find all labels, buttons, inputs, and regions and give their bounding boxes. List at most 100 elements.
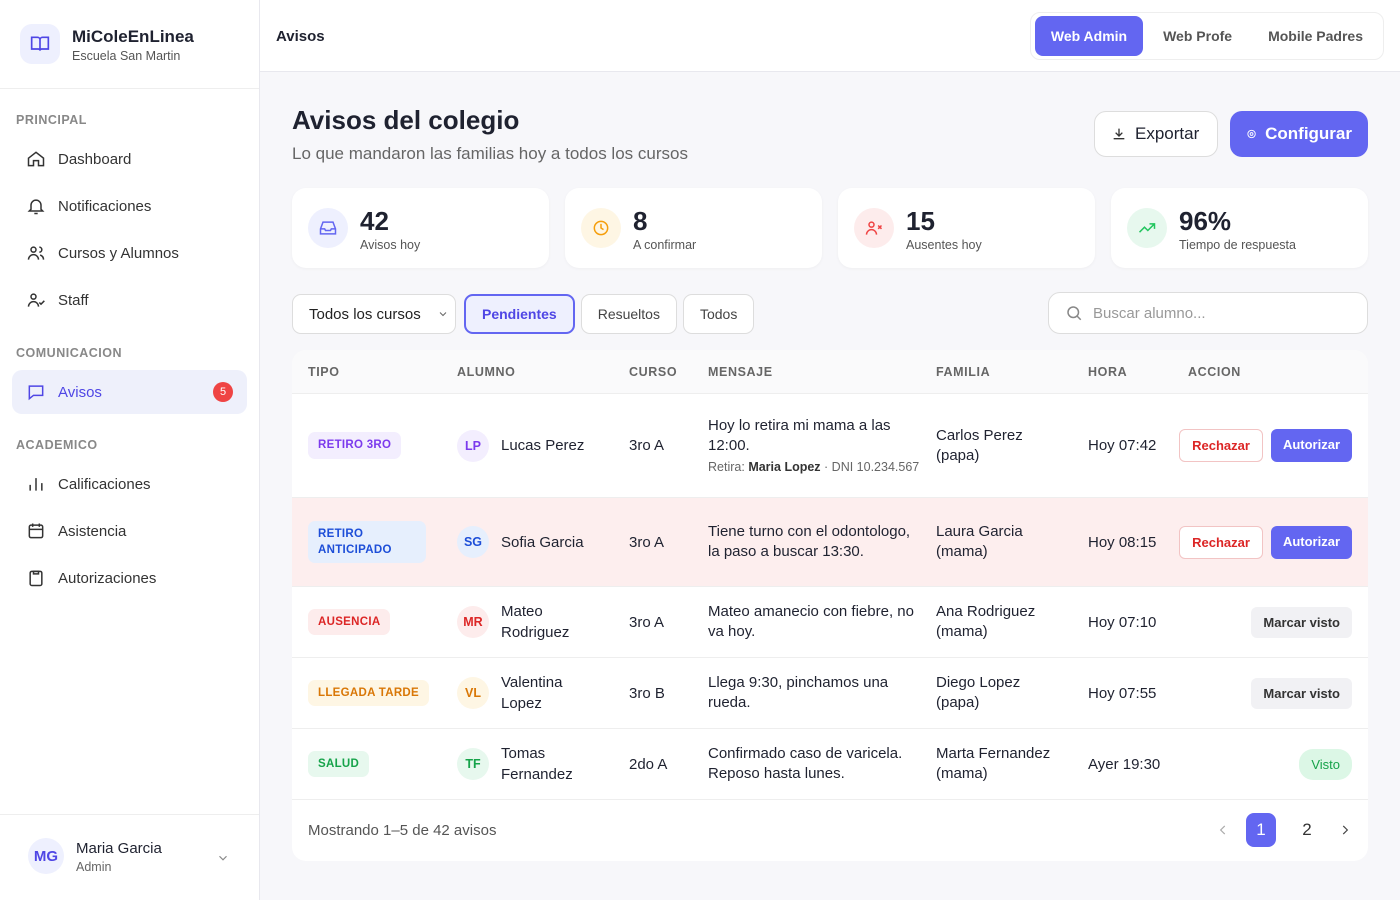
message-text: Confirmado caso de varicela. Reposo hast…: [708, 745, 903, 782]
family-cell: Laura Garcia (mama): [936, 523, 1023, 560]
nav-icon: [27, 199, 45, 215]
configure-label: Configurar: [1265, 124, 1352, 143]
action-button[interactable]: Rechazar: [1179, 429, 1263, 462]
nav-item[interactable]: Calificaciones: [12, 462, 247, 506]
view-tab[interactable]: Mobile Padres: [1268, 28, 1363, 44]
view-tabs: Web Admin Web Profe Mobile Padres: [1029, 12, 1384, 60]
course-label: Todos los cursos: [309, 305, 421, 323]
action-cell: Rechazar Autorizar: [1179, 429, 1368, 462]
view-tab[interactable]: Web Profe: [1163, 28, 1233, 44]
brand-name: MiColeEnLinea: [72, 27, 194, 46]
stat-card: 8 A confirmar: [565, 188, 822, 268]
page-button[interactable]: 2: [1302, 820, 1312, 839]
stat-value: 96%: [1179, 206, 1232, 236]
column-header: HORA: [1088, 364, 1128, 379]
nav-item[interactable]: Autorizaciones: [12, 556, 247, 600]
subheading: Lo que mandaron las familias hoy a todos…: [292, 144, 688, 163]
course-cell: 3ro A: [629, 613, 665, 631]
nav-label: Calificaciones: [58, 475, 151, 493]
nav-label: Staff: [58, 291, 89, 309]
page-arrow[interactable]: [1338, 823, 1352, 837]
message-text: Llega 9:30, pinchamos una rueda.: [708, 674, 889, 711]
stat-card: 15 Ausentes hoy: [838, 188, 1095, 268]
nav-icon: [29, 570, 43, 587]
column-header: ACCION: [1188, 364, 1241, 379]
family-cell: Marta Fernandez (mama): [936, 745, 1051, 782]
action-button[interactable]: Marcar visto: [1251, 677, 1352, 709]
table-footer: Mostrando 1–5 de 42 avisos 1 2: [292, 800, 1368, 860]
pickup-info: Retira: Maria Lopez · DNI 10.234.567: [708, 459, 924, 475]
message-cell: Confirmado caso de varicela. Reposo hast…: [708, 744, 936, 784]
action-cell: Visto: [1188, 748, 1368, 780]
message-text: Hoy lo retira mi mama a las 12:00.: [708, 417, 891, 454]
type-cell: RETIRO ANTICIPADO: [292, 520, 457, 564]
nav-item[interactable]: Staff: [12, 278, 247, 322]
configure-button[interactable]: Configurar: [1230, 111, 1368, 157]
student-avatar: VL: [457, 677, 489, 709]
table-header: TIPO ALUMNO CURSO MENSAJE FAMILIA HORA ACCION: [292, 350, 1368, 394]
stat-card: 96% Tiempo de respuesta: [1111, 188, 1368, 268]
status-tab[interactable]: Todos: [682, 294, 755, 334]
course-select[interactable]: Todos los cursos: [292, 294, 456, 334]
user-menu[interactable]: MG Maria Garcia Admin: [0, 814, 259, 900]
message-cell: Llega 9:30, pinchamos una rueda.: [708, 673, 936, 713]
nav-icon: [27, 293, 45, 307]
export-label: Exportar: [1135, 124, 1200, 143]
message-cell: Mateo amanecio con fiebre, no va hoy.: [708, 602, 936, 642]
export-button[interactable]: Exportar: [1094, 111, 1218, 157]
nav-item[interactable]: Dashboard: [12, 137, 247, 181]
action-cell: Marcar visto: [1188, 677, 1368, 709]
status-tab[interactable]: Resueltos: [580, 294, 677, 334]
status-tab[interactable]: Pendientes: [464, 294, 575, 334]
student-name: Sofia Garcia: [501, 533, 584, 551]
action-cell: Marcar visto: [1188, 606, 1368, 638]
stat-value: 8: [633, 206, 648, 236]
message-cell: Hoy lo retira mi mama a las 12:00. Retira…: [708, 416, 936, 475]
nav-badge: 5: [213, 382, 233, 402]
status-tabs: Pendientes Resueltos Todos: [464, 294, 755, 334]
stat-value: 15: [906, 206, 935, 236]
action-button[interactable]: Marcar visto: [1251, 606, 1352, 638]
showing-text: Mostrando 1–5 de 42 avisos: [308, 821, 497, 839]
user-name: Maria Garcia: [76, 840, 162, 857]
type-cell: RETIRO 3RO: [292, 432, 457, 459]
action-button[interactable]: Autorizar: [1270, 525, 1352, 559]
stat-icon: [1127, 208, 1167, 248]
family-cell: Ana Rodriguez (mama): [936, 603, 1036, 640]
nav-label: Notificaciones: [58, 197, 152, 215]
pickup-dni: · DNI 10.234.567: [824, 460, 920, 474]
table-row: RETIRO 3RO LP Lucas Perez 3ro A Hoy lo retir…: [292, 394, 1368, 498]
search-box[interactable]: Buscar alumno...: [1048, 292, 1368, 334]
section-title: COMUNICACION: [16, 346, 122, 360]
student-name: Valentina Lopez: [501, 674, 563, 712]
student-avatar: MR: [457, 606, 489, 638]
heading: Avisos del colegio: [292, 105, 520, 135]
view-tab[interactable]: Web Admin: [1034, 16, 1144, 56]
action-button[interactable]: Visto: [1299, 748, 1352, 780]
time-cell: Hoy 08:15: [1088, 533, 1157, 551]
type-tag: RETIRO 3RO: [308, 432, 402, 459]
student-name: Mateo Rodriguez: [501, 603, 570, 641]
nav-label: Autorizaciones: [58, 569, 157, 587]
action-button[interactable]: Autorizar: [1270, 429, 1352, 462]
type-tag: SALUD: [308, 750, 370, 778]
course-cell: 3ro A: [629, 437, 665, 454]
column-header: MENSAJE: [708, 364, 773, 379]
nav-item[interactable]: Cursos y Alumnos: [12, 231, 247, 275]
page-arrow[interactable]: [1216, 823, 1230, 837]
notices-table: TIPO ALUMNO CURSO MENSAJE FAMILIA HORA ACCION R…: [292, 350, 1368, 861]
action-button[interactable]: Rechazar: [1179, 525, 1263, 559]
page-button[interactable]: 1: [1246, 813, 1276, 847]
nav-label: Avisos: [58, 383, 102, 401]
nav-icon: [27, 151, 45, 167]
nav-item[interactable]: Notificaciones: [12, 184, 247, 228]
nav-item[interactable]: Avisos 5: [12, 370, 247, 414]
table-row: LLEGADA TARDE VL Valentina Lopez 3ro B Llega…: [292, 658, 1368, 729]
search-placeholder: Buscar alumno...: [1093, 304, 1206, 322]
brand: MiColeEnLinea Escuela San Martin: [0, 0, 259, 89]
nav-item[interactable]: Asistencia: [12, 509, 247, 553]
column-header: FAMILIA: [936, 364, 991, 379]
sidebar: MiColeEnLinea Escuela San Martin PRINCIP…: [0, 0, 260, 900]
